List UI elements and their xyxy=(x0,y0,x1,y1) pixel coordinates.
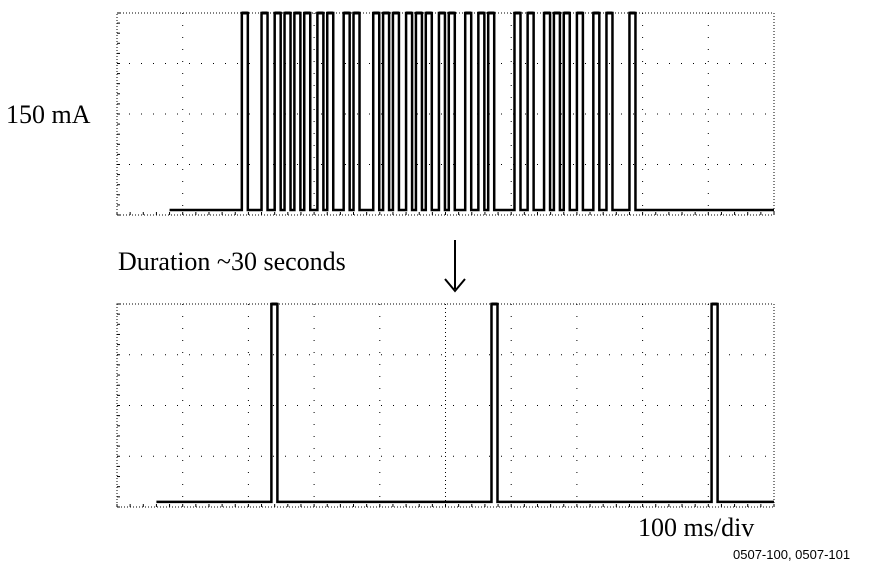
scope-plot-bottom xyxy=(116,302,775,508)
bottom-trace-line xyxy=(156,302,774,504)
timebase-label: 100 ms/div xyxy=(638,513,755,542)
figure-id-label: 0507-100, 0507-101 xyxy=(733,547,851,562)
scope-plot-top xyxy=(116,11,775,216)
arrow-down-icon xyxy=(444,240,466,293)
y-scale-label: 150 mA xyxy=(6,100,91,129)
top-trace-line xyxy=(169,11,774,212)
duration-label: Duration ~30 seconds xyxy=(118,247,346,276)
